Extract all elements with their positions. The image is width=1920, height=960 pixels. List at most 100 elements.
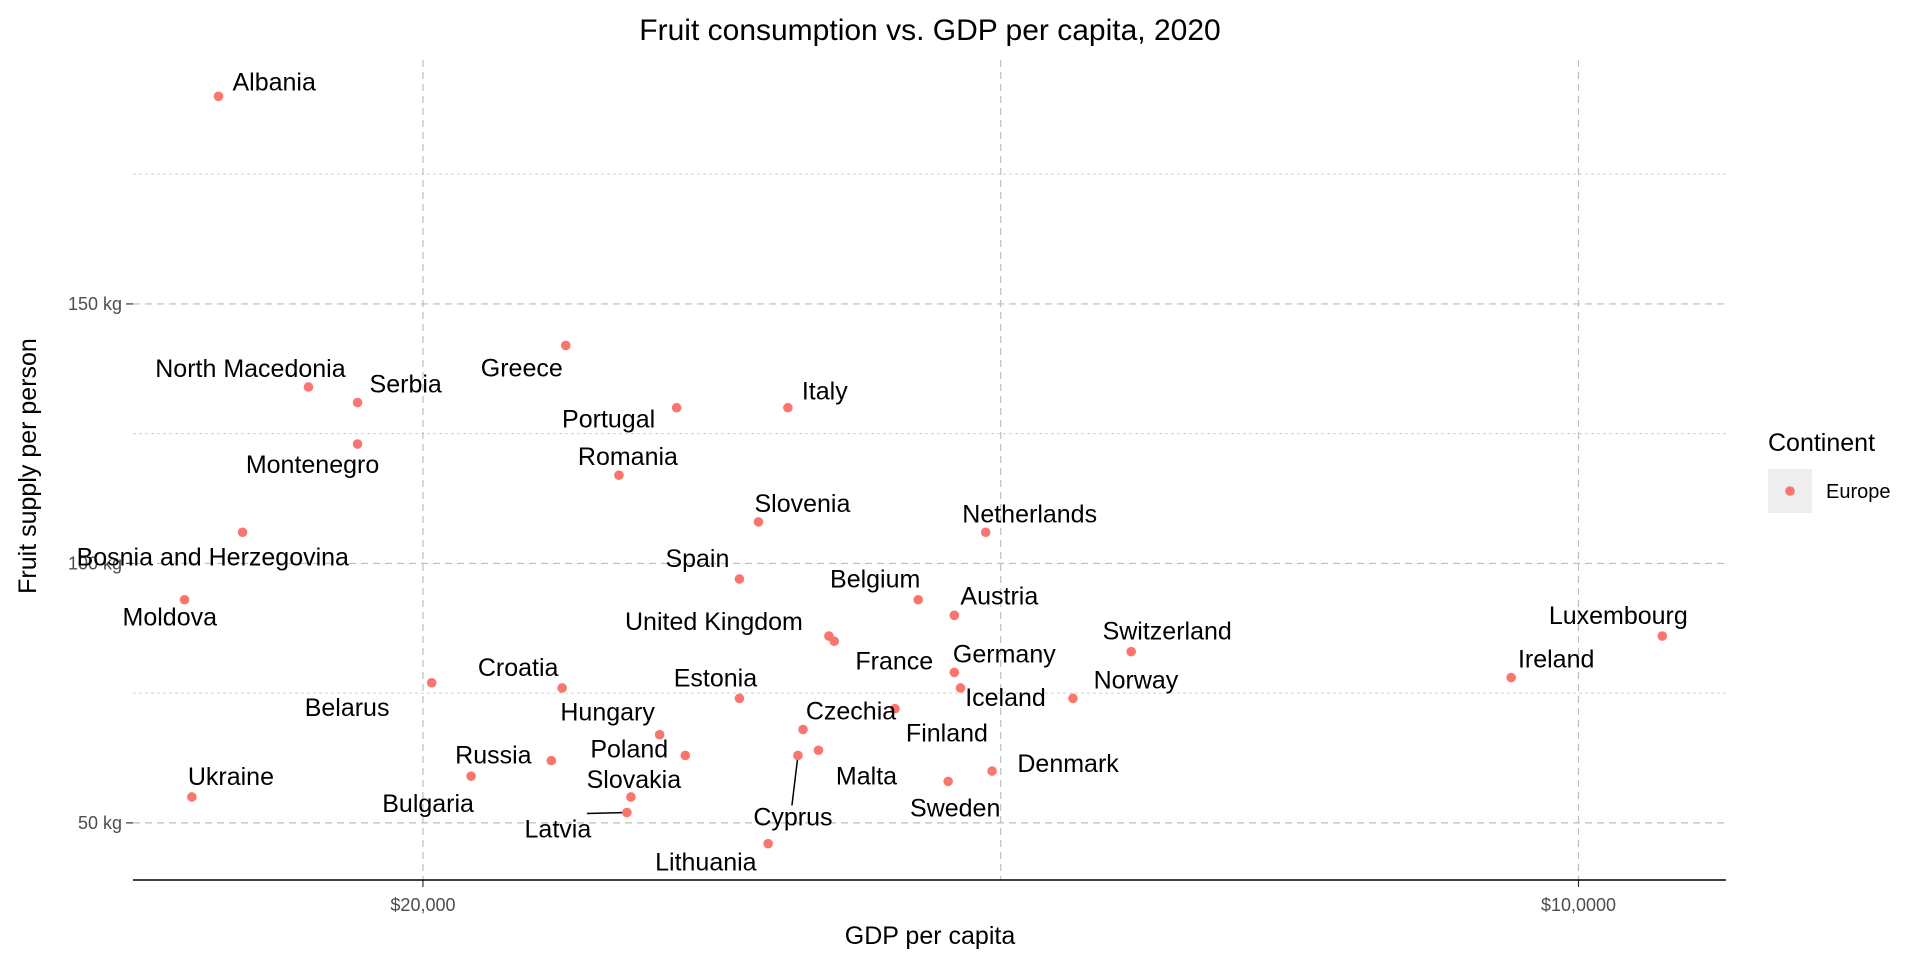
data-point-serbia (352, 397, 363, 408)
data-point-belgium (913, 594, 923, 605)
data-label-ukraine: Ukraine (188, 763, 274, 791)
data-point-estonia (734, 693, 745, 704)
x-tick-label-1: $10,0000 (1541, 895, 1616, 915)
data-point-italy (783, 402, 793, 413)
data-label-belarus: Belarus (305, 694, 390, 722)
data-point-cyprus (793, 750, 803, 761)
data-point-luxembourg (1657, 631, 1668, 641)
data-label-greece: Greece (481, 354, 563, 382)
data-label-netherlands: Netherlands (962, 500, 1097, 528)
leader-line-cyprus (791, 755, 799, 806)
legend: Continent Europe (1768, 429, 1891, 513)
data-label-czechia: Czechia (806, 697, 896, 725)
data-point-malta (813, 745, 824, 756)
data-point-netherlands (980, 527, 991, 538)
y-tick-label-50: 50 kg (78, 813, 122, 833)
data-labels: Albania North Macedonia Serbia Montenegro Bo… (77, 68, 1688, 876)
data-label-bulgaria: Bulgaria (382, 790, 474, 818)
data-point-iceland (955, 683, 966, 693)
data-point-greece (560, 340, 571, 351)
data-label-germany: Germany (953, 640, 1056, 668)
data-label-france: France (855, 647, 933, 675)
data-label-moldova: Moldova (123, 604, 218, 632)
data-label-north-macedonia: North Macedonia (155, 355, 345, 383)
data-label-montenegro: Montenegro (246, 451, 379, 479)
data-label-albania: Albania (232, 68, 315, 96)
data-point-slovenia (753, 517, 764, 527)
data-label-russia: Russia (455, 742, 532, 770)
data-point-slovakia (626, 792, 636, 802)
data-point-albania (213, 91, 224, 102)
data-point-bulgaria (466, 771, 476, 782)
data-label-united-kingdom: United Kingdom (625, 608, 803, 636)
grid (133, 60, 1726, 880)
y-tick-label-150: 150 kg (68, 294, 122, 314)
data-label-cyprus: Cyprus (753, 803, 832, 831)
data-label-romania: Romania (578, 443, 678, 471)
data-label-bosnia-and-herzegovina: Bosnia and Herzegovina (77, 543, 349, 571)
data-point-russia (546, 755, 557, 766)
data-point-croatia (557, 683, 567, 693)
data-label-latvia: Latvia (525, 816, 592, 844)
x-axis-title: GDP per capita (845, 922, 1016, 950)
data-label-hungary: Hungary (560, 699, 655, 727)
data-label-italy: Italy (802, 378, 848, 406)
data-label-serbia: Serbia (370, 371, 442, 399)
data-point-ukraine (187, 792, 197, 802)
data-label-portugal: Portugal (562, 406, 655, 434)
data-point-norway (1068, 693, 1078, 704)
data-point-north-macedonia (303, 382, 314, 392)
data-point-switzerland (1126, 646, 1136, 657)
data-point-denmark (987, 766, 997, 776)
data-label-austria: Austria (960, 582, 1038, 610)
data-point-romania (614, 470, 624, 480)
data-point-ireland (1506, 672, 1516, 683)
data-label-denmark: Denmark (1017, 750, 1119, 778)
data-point-austria (949, 610, 960, 621)
data-point-moldova (179, 594, 190, 605)
leader-line-latvia (586, 811, 627, 815)
data-label-norway: Norway (1094, 666, 1179, 694)
data-label-iceland: Iceland (965, 684, 1046, 712)
data-point-spain (734, 574, 745, 584)
data-label-luxembourg: Luxembourg (1549, 602, 1688, 630)
y-tick-label-100: 100 kg (68, 553, 122, 573)
data-point-czechia (798, 724, 808, 735)
data-label-slovenia: Slovenia (754, 490, 850, 518)
data-point-montenegro (352, 439, 363, 449)
data-point-poland (680, 750, 691, 761)
data-point-germany (949, 667, 960, 678)
data-point-france (829, 636, 840, 647)
data-label-spain: Spain (665, 545, 729, 573)
chart-title: Fruit consumption vs. GDP per capita, 20… (639, 14, 1220, 47)
data-label-croatia: Croatia (478, 654, 559, 682)
y-axis-title: Fruit supply per person (14, 338, 42, 594)
data-point-portugal (671, 402, 682, 413)
data-point-sweden (943, 776, 954, 787)
data-label-estonia: Estonia (674, 664, 757, 692)
data-label-belgium: Belgium (830, 566, 920, 594)
data-label-switzerland: Switzerland (1103, 618, 1232, 646)
data-point-hungary (654, 729, 665, 740)
data-point-latvia (622, 807, 632, 818)
data-label-ireland: Ireland (1518, 646, 1594, 674)
x-axis: $20,000 $10,0000 (133, 879, 1726, 915)
y-axis: 50 kg 100 kg 150 kg (68, 294, 133, 833)
data-label-malta: Malta (836, 762, 897, 790)
data-point-lithuania (763, 838, 773, 849)
legend-title: Continent (1768, 429, 1875, 457)
legend-label-europe: Europe (1826, 481, 1891, 503)
data-point-finland (890, 703, 900, 714)
data-point-bosnia-and-herzegovina (237, 527, 248, 538)
data-label-lithuania: Lithuania (655, 849, 757, 877)
data-points (179, 91, 1668, 849)
label-leader-lines (586, 755, 799, 815)
data-label-slovakia: Slovakia (587, 766, 682, 794)
data-label-sweden: Sweden (910, 794, 1000, 822)
data-point-belarus (426, 677, 437, 688)
data-label-poland: Poland (590, 735, 668, 763)
data-label-finland: Finland (906, 720, 988, 748)
x-tick-label-0: $20,000 (390, 895, 455, 915)
legend-key-point (1785, 486, 1795, 496)
